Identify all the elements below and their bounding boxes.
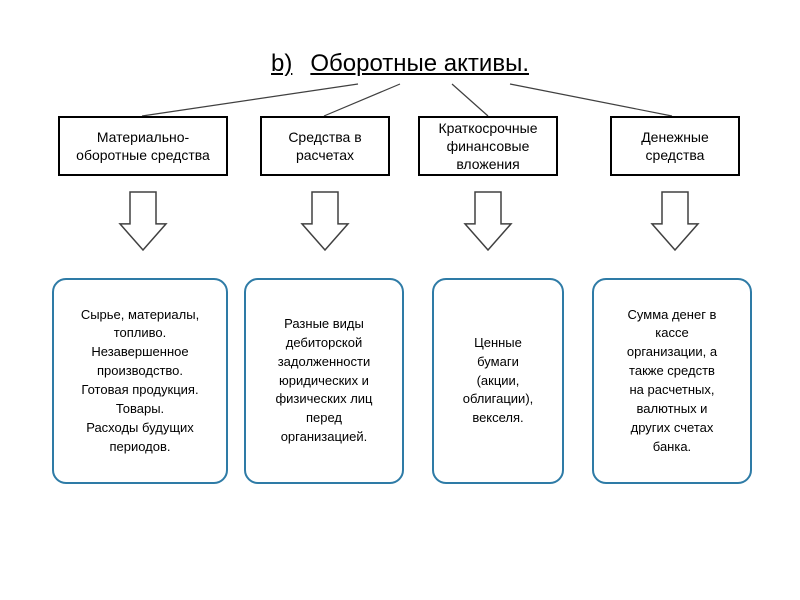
title-text: Оборотные активы. [310,50,529,77]
category-box: Краткосрочные финансовые вложения [418,116,558,176]
block-arrow [300,190,350,252]
detail-box: Сырье, материалы, топливо. Незавершенное… [52,278,228,484]
block-arrow [118,190,168,252]
category-box: Денежные средства [610,116,740,176]
block-arrow [463,190,513,252]
detail-box: Сумма денег в кассе организации, а также… [592,278,752,484]
detail-box: Разные виды дебиторской задолженности юр… [244,278,404,484]
detail-box: Ценные бумаги (акции, облигации), вексел… [432,278,564,484]
category-box: Материально- оборотные средства [58,116,228,176]
block-arrow [650,190,700,252]
diagram-title: b) Оборотные активы. [271,50,529,78]
title-prefix: b) [271,50,292,77]
category-box: Средства в расчетах [260,116,390,176]
